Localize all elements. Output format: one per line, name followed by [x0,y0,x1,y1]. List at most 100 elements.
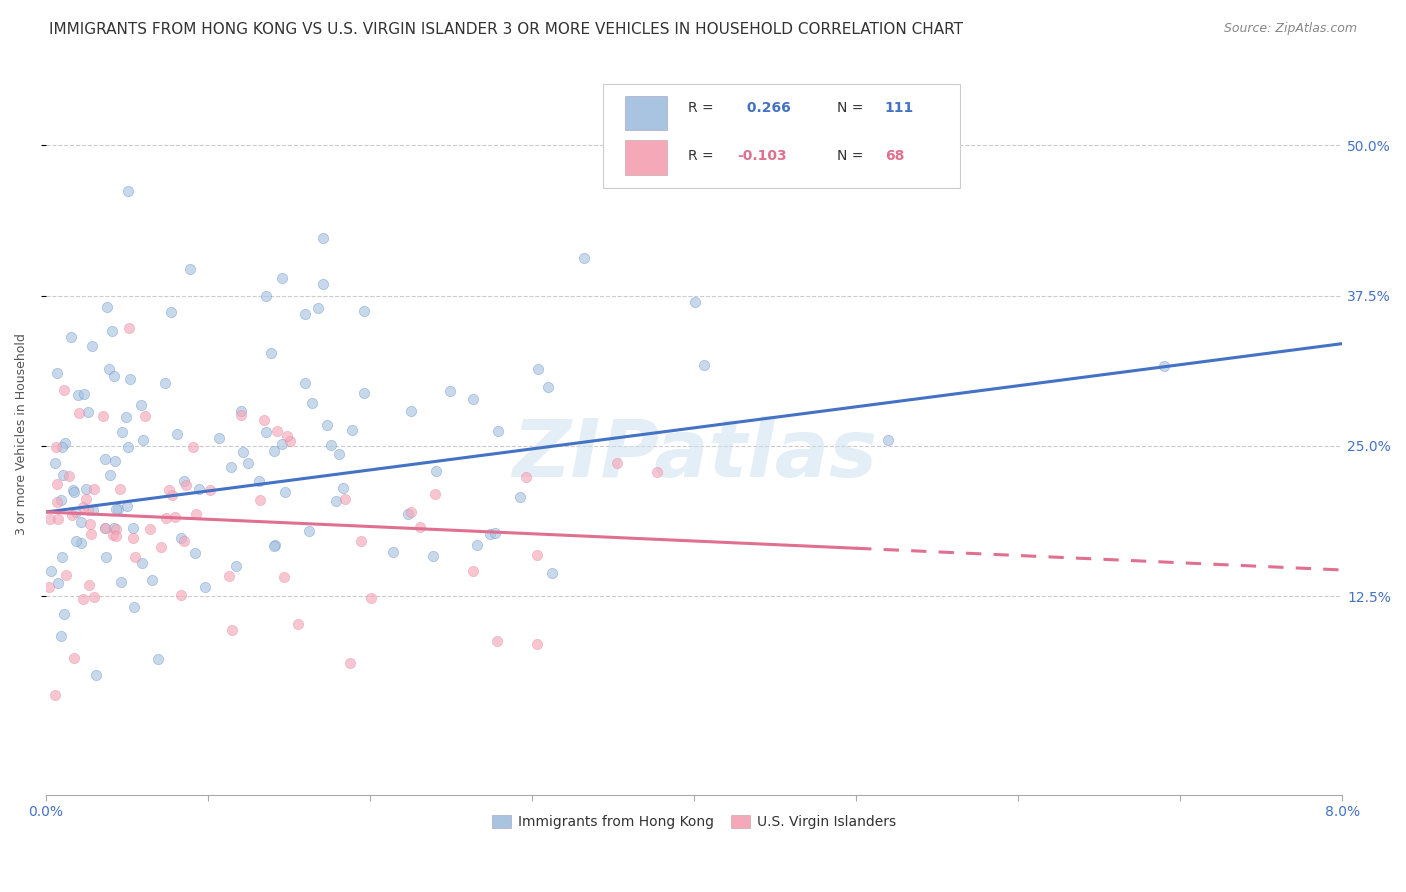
Point [399,505,422,519]
Point [273,570,295,584]
Point [876,433,898,447]
Point [399,404,422,418]
Point [51,440,73,454]
Point [84,668,107,682]
Point [72,591,94,606]
FancyBboxPatch shape [603,84,960,188]
Point [101,324,124,338]
Point [353,385,375,400]
Point [118,321,141,335]
Point [271,271,294,285]
Point [312,277,335,291]
Point [685,294,707,309]
Point [63,485,86,500]
Point [350,533,373,548]
Point [465,538,488,552]
Point [122,531,145,545]
Point [606,456,628,470]
Point [287,617,309,632]
Text: IMMIGRANTS FROM HONG KONG VS U.S. VIRGIN ISLANDER 3 OR MORE VEHICLES IN HOUSEHOL: IMMIGRANTS FROM HONG KONG VS U.S. VIRGIN… [49,22,963,37]
Point [83,482,105,496]
Point [526,636,548,650]
Point [333,491,356,506]
Point [461,565,484,579]
Point [229,404,252,418]
Point [82,339,104,353]
Point [141,574,163,588]
Point [509,490,531,504]
Point [274,485,297,500]
Point [72,500,94,514]
Point [94,521,117,535]
Point [478,527,501,541]
Text: R =: R = [688,101,717,115]
Point [526,548,548,562]
Point [170,531,193,545]
Point [249,493,271,508]
Point [173,533,195,548]
Point [256,289,278,303]
Point [184,546,207,560]
Point [70,515,93,529]
Point [117,440,139,454]
Point [110,574,132,589]
Point [236,456,259,470]
Point [65,505,87,519]
Point [44,688,66,702]
Point [44,456,66,470]
Point [111,425,134,439]
Point [294,376,316,390]
Point [160,305,183,319]
Text: 111: 111 [884,101,914,115]
Point [219,459,242,474]
Point [104,454,127,468]
Point [58,469,80,483]
Point [98,468,121,483]
Point [105,529,128,543]
Point [276,428,298,442]
Point [45,495,67,509]
Point [62,483,84,498]
Point [312,231,335,245]
Point [45,440,67,454]
Point [46,512,69,526]
Text: ZIPatlas: ZIPatlas [512,417,877,494]
Point [117,184,139,198]
Point [339,657,361,671]
Point [298,524,321,538]
Point [55,568,77,582]
Point [527,362,550,376]
Point [229,408,252,422]
Point [423,487,446,501]
Point [486,424,509,438]
Point [118,372,141,386]
Text: R =: R = [688,149,717,162]
Point [132,434,155,448]
Point [73,387,96,401]
Point [484,526,506,541]
Point [353,303,375,318]
Point [77,577,100,591]
Point [316,418,339,433]
Point [122,521,145,535]
Point [301,396,323,410]
Point [53,383,76,397]
Point [45,476,67,491]
Point [122,599,145,614]
Point [247,475,270,489]
Point [153,376,176,390]
Point [181,440,204,454]
Point [307,301,329,315]
Point [425,464,447,478]
Point [149,540,172,554]
Text: Source: ZipAtlas.com: Source: ZipAtlas.com [1223,22,1357,36]
Point [218,569,240,583]
Point [46,576,69,591]
Point [263,539,285,553]
Point [131,556,153,570]
Point [179,262,201,277]
Point [166,426,188,441]
Point [77,405,100,419]
Point [117,499,139,513]
Point [328,446,350,460]
